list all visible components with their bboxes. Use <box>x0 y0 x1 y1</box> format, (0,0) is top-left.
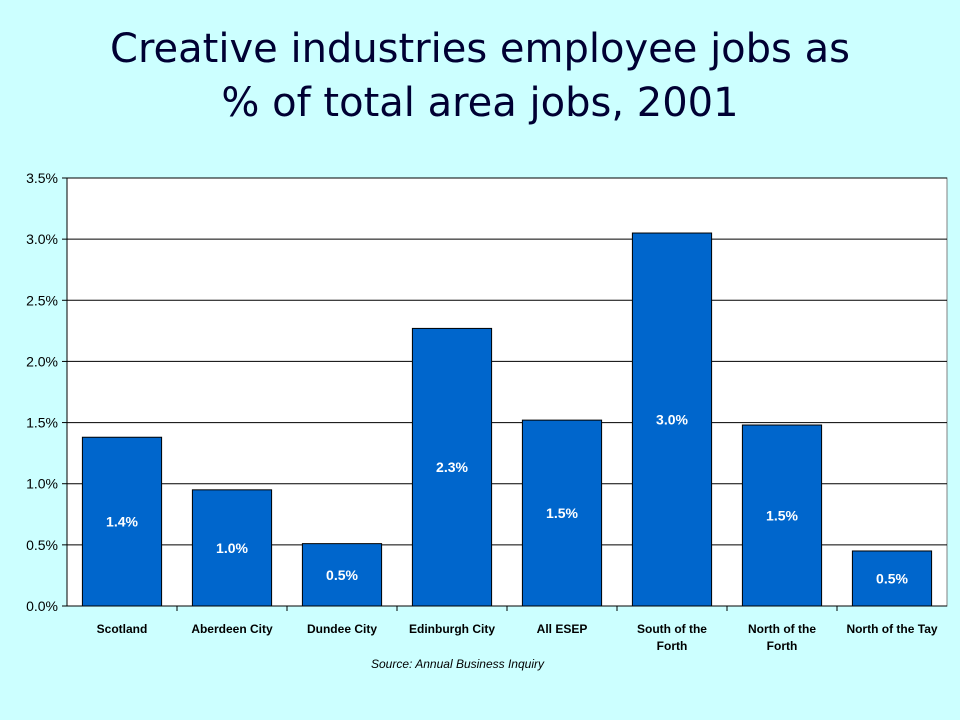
y-tick-label: 3.0% <box>26 231 58 247</box>
y-tick-label: 2.5% <box>26 292 58 308</box>
x-tick-label: North of the Tay <box>846 622 937 636</box>
data-label: 1.4% <box>106 514 138 530</box>
x-tick-label: Aberdeen City <box>191 622 273 636</box>
data-label: 2.3% <box>436 459 468 475</box>
x-tick-label: North of the <box>748 622 816 636</box>
y-tick-label: 2.0% <box>26 353 58 369</box>
chart-title-line-2: % of total area jobs, 2001 <box>221 80 739 126</box>
y-tick-label: 1.5% <box>26 415 58 431</box>
bar <box>851 550 933 607</box>
x-axis: Scotland Aberdeen City Dundee City Edinburg… <box>62 605 947 653</box>
x-tick-label: Edinburgh City <box>409 622 495 636</box>
y-tick-label: 1.0% <box>26 476 58 492</box>
chart-title: Creative industries employee jobs as % o… <box>0 22 960 130</box>
bar <box>411 327 493 607</box>
data-label: 0.5% <box>326 567 358 583</box>
bar <box>741 424 823 607</box>
x-tick-label: All ESEP <box>537 622 588 636</box>
data-label: 1.5% <box>766 508 798 524</box>
data-label: 3.0% <box>656 412 688 428</box>
bar <box>631 232 713 607</box>
x-tick-label: Dundee City <box>307 622 377 636</box>
bar <box>521 419 603 607</box>
y-tick-label: 0.5% <box>26 537 58 553</box>
x-tick-label: Forth <box>657 639 688 653</box>
y-tick-label: 3.5% <box>26 170 58 186</box>
data-label: 0.5% <box>876 570 908 586</box>
y-tick-label: 0.0% <box>26 598 58 614</box>
bar <box>191 489 273 607</box>
y-axis: 0.0% 0.5% 1.0% 1.5% 2.0% 2.5% 3.0% 3.5% <box>26 170 68 614</box>
bars: 1.4% 1.0% 0.5% 2.3% 1.5% 3.0% 1.5% 0.5% <box>81 232 933 607</box>
bar <box>81 436 163 607</box>
data-label: 1.0% <box>216 540 248 556</box>
x-tick-label: Scotland <box>97 622 148 636</box>
source-note: Source: Annual Business Inquiry <box>371 657 544 671</box>
data-label: 1.5% <box>546 505 578 521</box>
x-tick-label: Forth <box>767 639 798 653</box>
x-tick-label: South of the <box>637 622 707 636</box>
chart-title-line-1: Creative industries employee jobs as <box>110 26 850 72</box>
